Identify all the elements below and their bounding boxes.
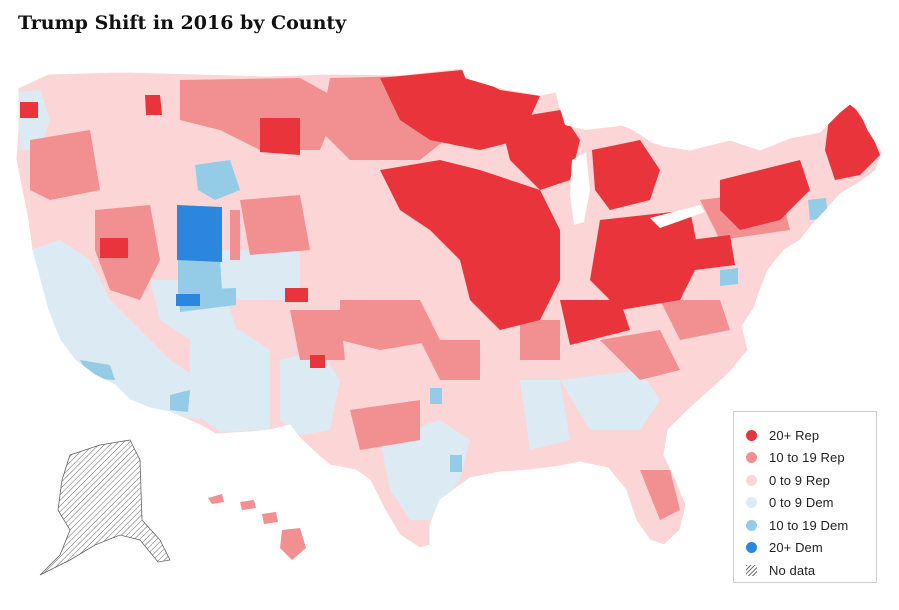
- region-ok-rep10: [420, 340, 480, 380]
- region-nw-rep10: [30, 130, 100, 200]
- region-utah-dem10: [178, 258, 222, 292]
- region-kentucky-rep20: [560, 300, 630, 345]
- map-title: Trump Shift in 2016 by County: [18, 12, 347, 34]
- legend-label: 10 to 19 Rep: [769, 450, 845, 466]
- region-ne-dem10: [808, 198, 828, 220]
- region-ny-rep20: [720, 160, 810, 230]
- region-nc-rep10: [660, 300, 730, 340]
- legend-swatch-rep0: [746, 474, 757, 486]
- region-mt-rep20: [260, 118, 300, 155]
- region-california-dem: [30, 240, 200, 420]
- region-new-mexico-dem: [280, 350, 340, 435]
- region-ohio-rep20: [590, 210, 700, 310]
- region-midwest-rep20: [380, 160, 560, 330]
- region-utah-south-dem20: [176, 294, 200, 306]
- region-ga-rep10: [600, 330, 680, 380]
- legend-label: 0 to 9 Dem: [769, 495, 834, 511]
- alaska-no-data: [39, 439, 171, 576]
- region-arizona-dem: [190, 330, 270, 432]
- legend-label: 10 to 19 Dem: [769, 517, 849, 533]
- region-az-dem10: [170, 390, 190, 412]
- lake-erie: [650, 205, 705, 228]
- legend-item-no-data: No data: [746, 559, 876, 582]
- lake-michigan: [570, 152, 590, 225]
- legend-swatch-dem10: [746, 519, 757, 531]
- map-legend: 20+ Rep 10 to 19 Rep 0 to 9 Rep 0 to 9 D…: [733, 411, 877, 583]
- region-tx2-dem10: [450, 455, 462, 472]
- region-southeast-dem: [560, 370, 660, 430]
- region-tx-rep20: [310, 355, 325, 368]
- legend-swatch-dem0: [746, 497, 757, 509]
- region-michigan-rep20: [592, 140, 660, 210]
- region-wa-rep20: [20, 102, 38, 118]
- region-tx-rep10: [350, 400, 420, 450]
- region-maine-rep20: [825, 104, 880, 180]
- region-co-rep10: [230, 210, 240, 260]
- region-wisconsin-rep20: [500, 110, 580, 190]
- legend-item-rep20: 20+ Rep: [746, 424, 876, 447]
- region-mississippi-dem: [520, 380, 570, 450]
- hawaii-big-island: [280, 528, 306, 560]
- legend-swatch-rep20: [746, 429, 757, 441]
- us-outline: [15, 67, 883, 549]
- hawaii-oahu: [240, 500, 256, 510]
- region-ks-rep10: [340, 300, 440, 350]
- hawaii: [208, 494, 306, 560]
- legend-item-rep0: 0 to 9 Rep: [746, 469, 876, 492]
- legend-swatch-dem20: [746, 542, 757, 554]
- hawaii-kauai: [208, 494, 224, 504]
- region-minnesota-rep20: [380, 70, 540, 150]
- region-utah-dem20: [177, 205, 222, 262]
- region-wy-rep10: [240, 195, 310, 255]
- legend-label: 20+ Dem: [769, 540, 823, 556]
- legend-item-dem10: 10 to 19 Dem: [746, 514, 876, 537]
- region-tx-dem10: [430, 388, 442, 404]
- region-colorado-dem: [220, 250, 300, 300]
- region-nv-rep20: [100, 238, 128, 258]
- hawaii-maui: [262, 512, 278, 524]
- legend-label: No data: [769, 562, 816, 578]
- legend-item-dem0: 0 to 9 Dem: [746, 492, 876, 515]
- legend-swatch-rep10: [746, 452, 757, 464]
- legend-swatch-hatch: [746, 564, 757, 576]
- legend-item-rep10: 10 to 19 Rep: [746, 447, 876, 470]
- region-idaho-dem10: [195, 160, 240, 200]
- region-co-rep20: [285, 288, 308, 302]
- region-ar-rep10: [520, 320, 560, 360]
- legend-label: 0 to 9 Rep: [769, 472, 830, 488]
- region-fl-rep10: [640, 470, 680, 520]
- region-nm-rep10: [290, 310, 345, 360]
- legend-label: 20+ Rep: [769, 427, 820, 443]
- region-va-dem10: [720, 268, 738, 286]
- region-id-rep20: [145, 95, 162, 115]
- region-pa-rep20: [690, 235, 735, 270]
- legend-item-dem20: 20+ Dem: [746, 537, 876, 560]
